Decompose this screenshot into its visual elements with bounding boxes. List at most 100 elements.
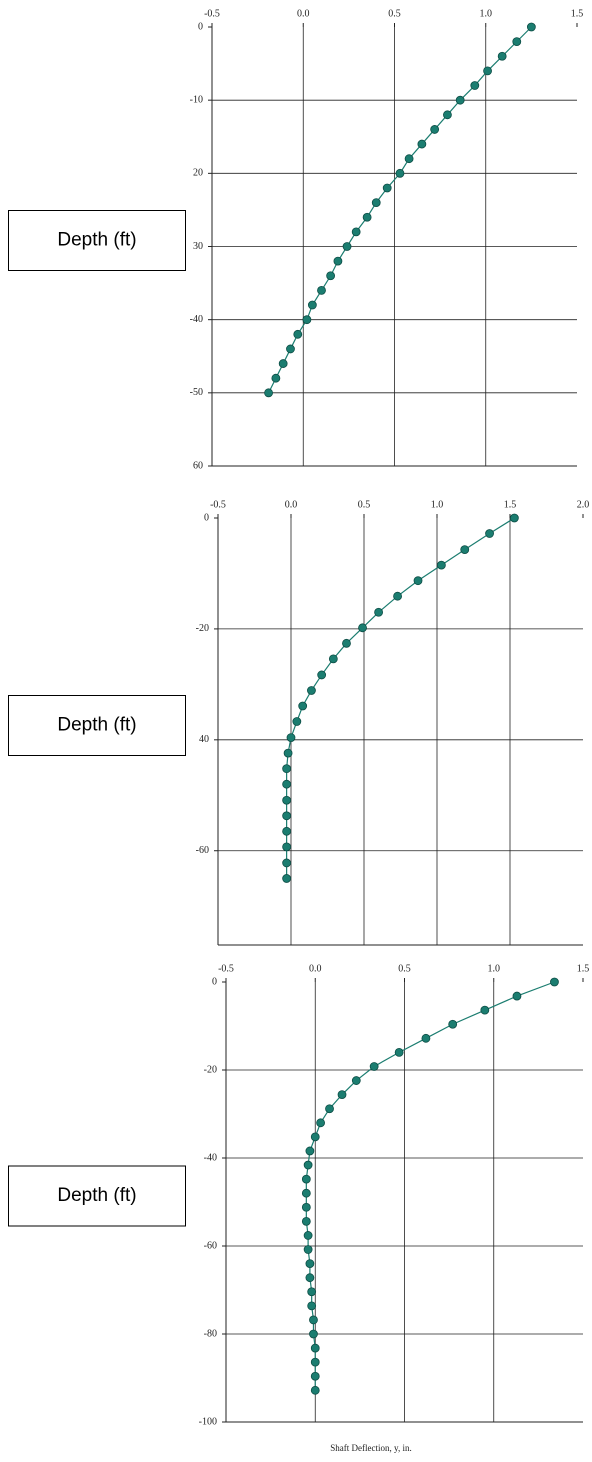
- data-point: [448, 1019, 458, 1029]
- y-tick-label: 30: [193, 241, 203, 252]
- data-point: [303, 1160, 313, 1170]
- data-point: [286, 733, 296, 742]
- data-point: [382, 183, 392, 193]
- data-point: [483, 66, 492, 76]
- data-point: [301, 1202, 311, 1212]
- data-point: [307, 300, 317, 310]
- data-point: [303, 1245, 313, 1254]
- data-point: [307, 1287, 317, 1297]
- data-point: [293, 329, 303, 339]
- data-point: [282, 842, 292, 852]
- data-point: [351, 1076, 361, 1085]
- data-point: [278, 359, 288, 368]
- y-tick-label: -20: [204, 1064, 217, 1075]
- data-line: [286, 517, 515, 879]
- data-point: [417, 139, 427, 149]
- x-tick-label: 1.5: [504, 499, 517, 510]
- y-tick-label: 0: [204, 512, 209, 523]
- data-point: [282, 779, 292, 789]
- data-point: [282, 764, 292, 774]
- data-point: [301, 1216, 311, 1226]
- data-point: [298, 701, 308, 711]
- data-point: [480, 1005, 490, 1015]
- data-point: [436, 560, 446, 570]
- data-point: [421, 1033, 431, 1043]
- y-tick-label: 0: [198, 21, 203, 32]
- y-tick-label: 40: [199, 734, 209, 745]
- x-tick-label: 1.0: [431, 499, 444, 510]
- x-tick-label: -0.5: [204, 8, 220, 19]
- data-point: [526, 22, 536, 32]
- x-tick-label: 0.5: [388, 8, 401, 19]
- data-point: [305, 1146, 315, 1156]
- y-axis-label: Depth (ft): [57, 230, 136, 251]
- y-tick-label: -80: [204, 1328, 217, 1339]
- data-point: [301, 1174, 311, 1184]
- data-point: [455, 95, 465, 105]
- data-point: [309, 1315, 318, 1325]
- x-tick-label: 1.5: [571, 8, 584, 19]
- data-point: [470, 81, 480, 90]
- data-point: [326, 271, 336, 281]
- data-point: [371, 198, 381, 208]
- data-point: [485, 529, 494, 538]
- data-point: [303, 1231, 313, 1240]
- data-point: [333, 256, 343, 266]
- data-line: [305, 981, 555, 1391]
- data-point: [282, 795, 292, 805]
- data-point: [316, 1118, 326, 1128]
- y-tick-label: -10: [190, 94, 203, 105]
- data-point: [509, 513, 519, 523]
- data-point: [310, 1132, 320, 1142]
- data-point: [325, 1104, 334, 1114]
- data-point: [286, 344, 295, 354]
- data-point: [351, 227, 361, 237]
- y-tick-label: 0: [212, 976, 217, 987]
- data-point: [317, 285, 326, 295]
- y-tick-label: -60: [196, 845, 209, 856]
- data-point: [310, 1385, 320, 1395]
- x-tick-label: 0.5: [398, 963, 411, 974]
- data-point: [310, 1371, 320, 1381]
- y-tick-label: -40: [204, 1152, 217, 1163]
- x-tick-label: 0.0: [297, 8, 310, 19]
- data-point: [443, 110, 452, 120]
- data-point: [369, 1062, 379, 1071]
- data-point: [310, 1357, 320, 1367]
- data-point: [282, 811, 292, 821]
- y-axis-label: Depth (ft): [57, 715, 136, 736]
- data-point: [292, 717, 302, 726]
- data-point: [310, 1343, 320, 1353]
- x-tick-label: 1.5: [577, 963, 590, 974]
- data-point: [283, 748, 293, 758]
- y-label-box: [8, 210, 186, 271]
- data-point: [264, 388, 273, 398]
- data-point: [413, 576, 423, 586]
- data-point: [374, 607, 384, 617]
- y-tick-label: -50: [190, 387, 203, 398]
- data-point: [305, 1273, 315, 1283]
- data-point: [362, 212, 372, 222]
- data-point: [282, 874, 292, 883]
- y-tick-label: -40: [190, 314, 203, 325]
- y-label-box: [8, 695, 186, 756]
- x-tick-label: -0.5: [210, 499, 226, 510]
- y-tick-label: -60: [204, 1240, 217, 1251]
- data-line: [268, 26, 532, 394]
- x-tick-label: -0.5: [218, 963, 234, 974]
- data-point: [342, 242, 352, 251]
- x-tick-label: 0.5: [358, 499, 371, 510]
- x-tick-label: 1.0: [480, 8, 493, 19]
- data-point: [358, 623, 367, 633]
- x-tick-label: 1.0: [488, 963, 501, 974]
- data-point: [393, 591, 402, 601]
- data-point: [282, 858, 292, 868]
- x-tick-label: 2.0: [577, 499, 590, 510]
- data-point: [309, 1329, 318, 1339]
- data-point: [460, 545, 470, 555]
- y-label-box: [8, 1165, 186, 1227]
- data-point: [282, 826, 292, 836]
- data-point: [302, 315, 312, 325]
- data-point: [307, 1301, 317, 1311]
